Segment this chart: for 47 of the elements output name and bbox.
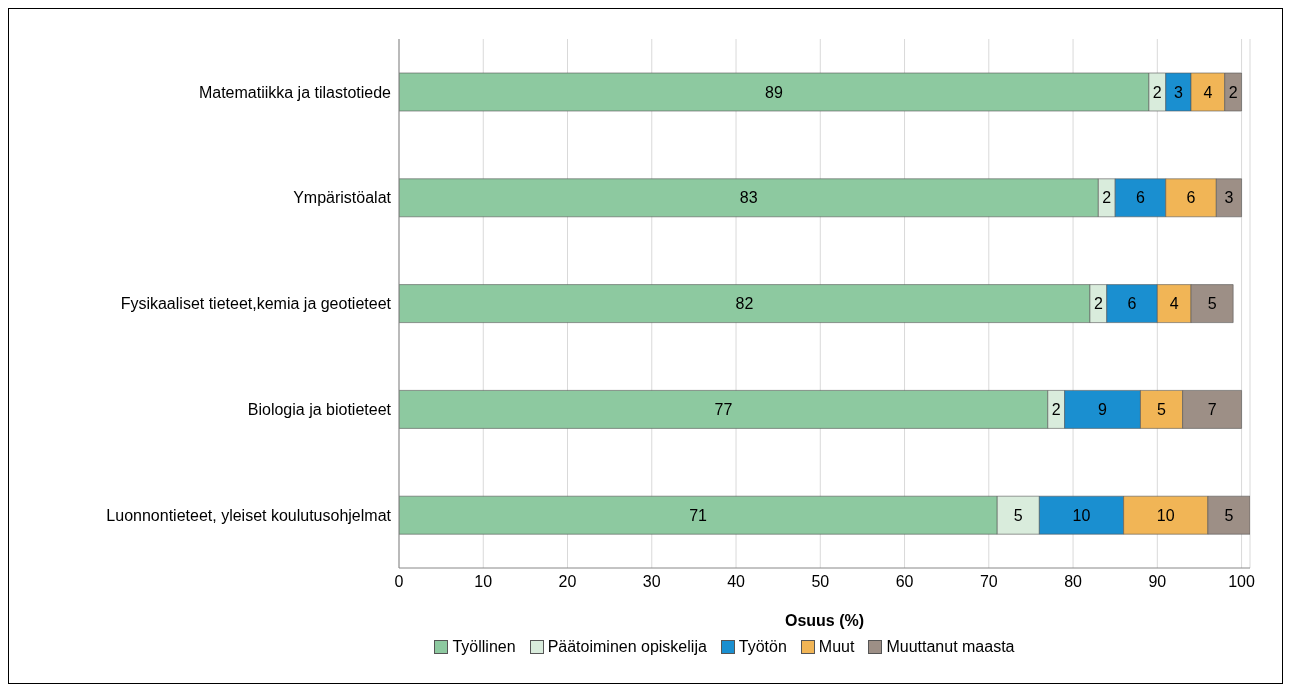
data-label: 6: [1186, 189, 1196, 207]
data-label: 5: [1157, 401, 1167, 419]
data-label: 5: [1013, 506, 1023, 524]
x-tick-label: 70: [979, 573, 998, 591]
x-tick-label: 40: [727, 573, 746, 591]
legend-label: Työllinen: [451, 638, 516, 656]
data-label: 10: [1156, 506, 1175, 524]
y-tick-label: Luonnontieteet, yleiset koulutusohjelmat: [106, 506, 392, 524]
x-tick-label: 0: [394, 573, 404, 591]
data-label: 2: [1228, 83, 1238, 101]
x-tick-label: 100: [1228, 573, 1256, 591]
data-label: 5: [1207, 295, 1217, 313]
data-label: 3: [1224, 189, 1234, 207]
data-label: 2: [1152, 83, 1162, 101]
data-label: 89: [765, 83, 783, 101]
data-label: 77: [714, 401, 733, 419]
data-label: 4: [1169, 295, 1179, 313]
data-label: 83: [739, 189, 758, 207]
data-label: 6: [1136, 189, 1146, 207]
y-tick-label: Biologia ja biotieteet: [247, 400, 392, 418]
x-tick-label: 10: [474, 573, 493, 591]
x-axis-title: Osuus (%): [784, 612, 865, 629]
data-label: 2: [1093, 295, 1103, 313]
y-tick-label: Fysikaaliset tieteet,kemia ja geotieteet: [120, 295, 392, 313]
x-tick-label: 30: [642, 573, 661, 591]
x-tick-label: 20: [558, 573, 577, 591]
data-label: 6: [1127, 295, 1137, 313]
data-label: 5: [1224, 506, 1234, 524]
data-label: 71: [689, 506, 708, 524]
legend-label: Muuttanut maasta: [885, 638, 1015, 656]
data-label: 2: [1051, 401, 1061, 419]
x-tick-label: 80: [1064, 573, 1083, 591]
x-tick-label: 50: [811, 573, 830, 591]
x-tick-label: 90: [1148, 573, 1167, 591]
legend-label: Työtön: [737, 638, 787, 656]
data-label: 82: [735, 295, 754, 313]
y-tick-label: Matematiikka ja tilastotiede: [198, 83, 392, 101]
legend-label: Muut: [817, 638, 855, 656]
data-label: 10: [1072, 506, 1091, 524]
legend-label: Päätoiminen opiskelija: [546, 638, 707, 656]
data-label: 7: [1207, 401, 1217, 419]
data-label: 4: [1203, 83, 1213, 101]
data-label: 3: [1173, 83, 1183, 101]
x-tick-label: 60: [895, 573, 914, 591]
data-label: 2: [1102, 189, 1112, 207]
y-tick-label: Ympäristöalat: [293, 189, 392, 207]
data-label: 9: [1098, 401, 1108, 419]
